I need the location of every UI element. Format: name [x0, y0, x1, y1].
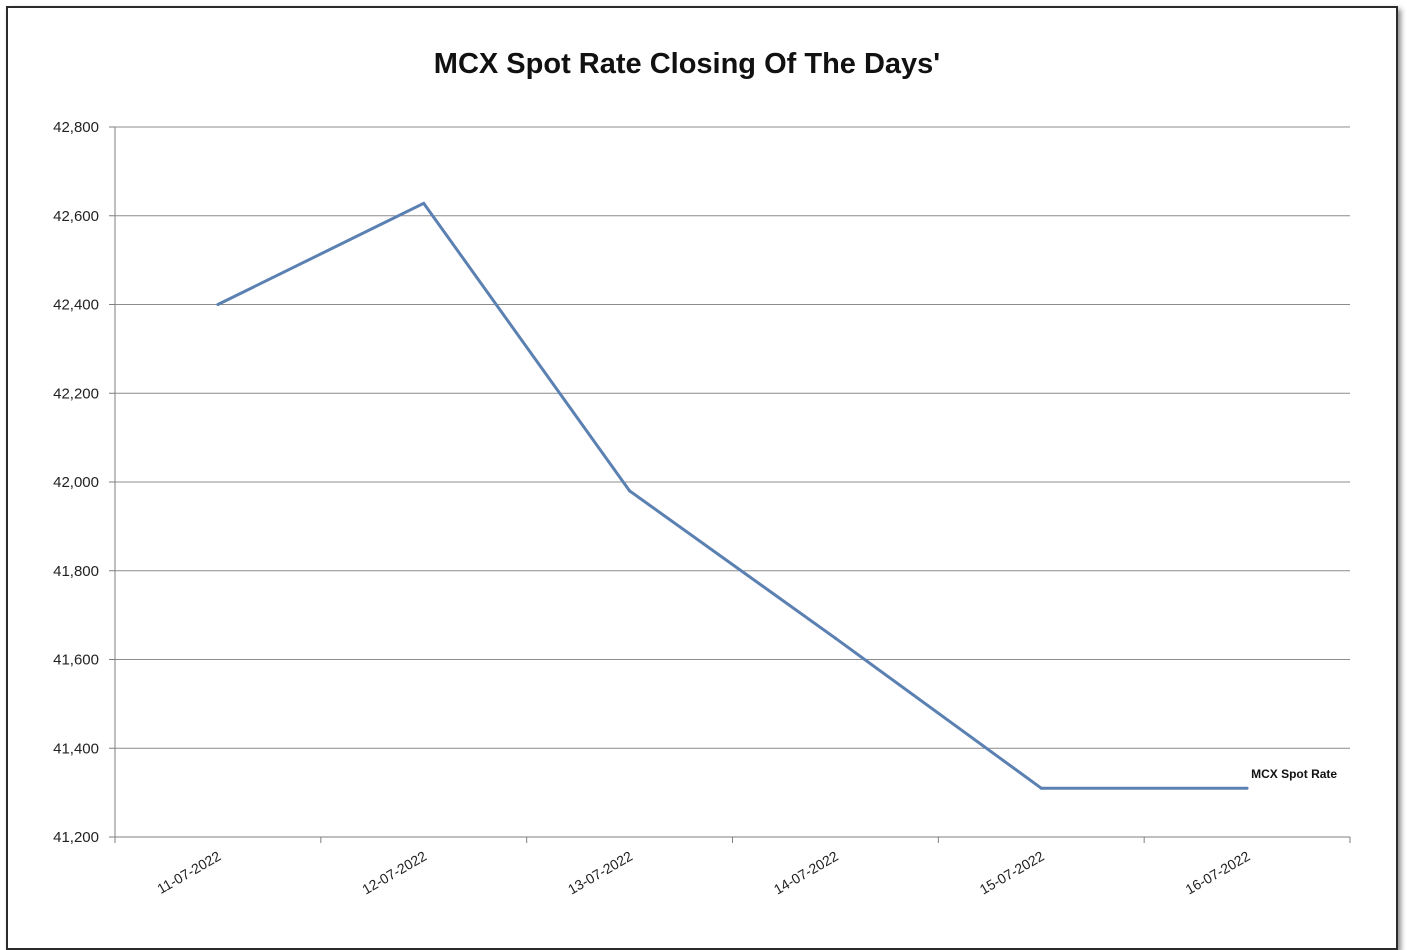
- x-tick-label: 14-07-2022: [771, 848, 841, 898]
- y-tick-label: 41,200: [53, 829, 99, 846]
- x-tick-label: 12-07-2022: [359, 848, 429, 898]
- data-point: [1039, 786, 1043, 790]
- y-tick-label: 41,600: [53, 652, 99, 669]
- x-tick-label: 13-07-2022: [565, 848, 635, 898]
- x-axis-tick-labels: 11-07-2022 12-07-2022 13-07-2022 14-07-2022…: [154, 848, 1252, 898]
- y-axis-tick-labels: 41,200 41,400 41,600 41,800 42,000 42,200 42,4…: [53, 119, 99, 846]
- gridlines: [115, 126, 1350, 749]
- chart-title: MCX Spot Rate Closing Of The Days': [434, 48, 940, 80]
- data-point: [216, 303, 220, 306]
- axes: [109, 126, 1351, 843]
- y-tick-label: 41,800: [53, 563, 99, 580]
- data-point: [422, 201, 426, 205]
- x-tick-label: 16-07-2022: [1183, 848, 1253, 898]
- y-tick-label: 42,600: [53, 208, 99, 225]
- y-tick-label: 42,400: [53, 297, 99, 314]
- data-point: [628, 489, 632, 493]
- series-line: [217, 201, 1248, 790]
- series-label: MCX Spot Rate: [1251, 767, 1337, 781]
- x-tick-label: 11-07-2022: [154, 848, 223, 897]
- y-tick-label: 41,400: [53, 740, 99, 757]
- x-tick-label: 15-07-2022: [977, 848, 1047, 898]
- y-tick-label: 42,800: [53, 119, 99, 136]
- data-point: [1245, 786, 1249, 790]
- data-point: [833, 636, 837, 640]
- y-tick-label: 42,000: [53, 474, 99, 491]
- chart-frame: [6, 6, 1398, 950]
- y-tick-label: 42,200: [53, 385, 99, 402]
- series-layer: MCX Spot Rate: [216, 201, 1337, 790]
